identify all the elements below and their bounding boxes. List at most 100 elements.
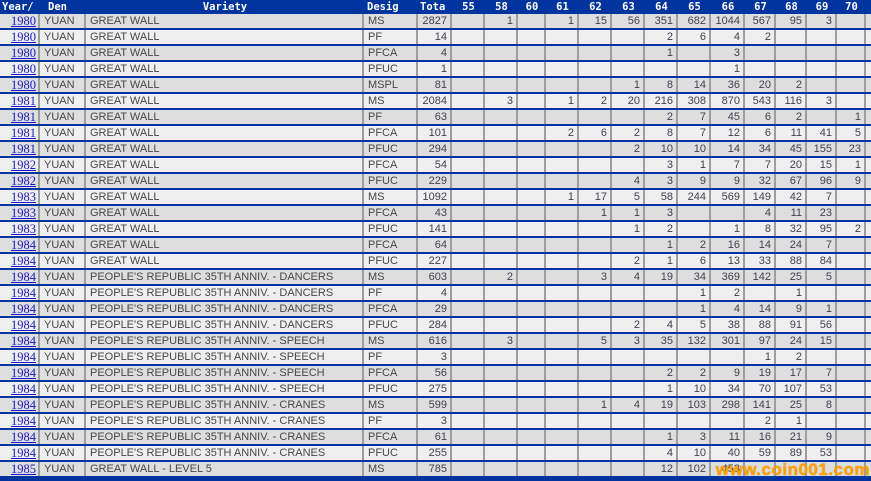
grade-cell [837,334,866,348]
total-cell: 141 [418,222,452,236]
year-link[interactable]: 1984 [11,286,36,300]
grade-cell [837,462,866,476]
grade-cell [837,270,866,284]
year-link[interactable]: 1984 [11,318,36,332]
grade-cell [518,222,546,236]
year-cell: 1984 [0,414,40,428]
grade-cell [678,350,711,364]
year-link[interactable]: 1984 [11,366,36,380]
row-edge-spacer [866,78,871,92]
grade-cell [485,142,518,156]
grade-cell [807,462,837,476]
year-cell: 1984 [0,430,40,444]
year-link[interactable]: 1982 [11,158,36,172]
year-link[interactable]: 1982 [11,174,36,188]
column-header: 61 [556,1,569,13]
year-link[interactable]: 1983 [11,222,36,236]
year-link[interactable]: 1984 [11,334,36,348]
grade-cell [485,254,518,268]
year-cell: 1984 [0,318,40,332]
year-link[interactable]: 1984 [11,446,36,460]
row-edge-spacer [866,254,871,268]
year-link[interactable]: 1984 [11,350,36,364]
table-row: 1982 YUAN GREAT WALL PFUC 229 4 3 9 9 32 67 96 9 [0,174,871,190]
year-cell: 1981 [0,110,40,124]
grade-cell [546,206,579,220]
desig-cell: PFUC [364,222,418,236]
year-link[interactable]: 1980 [11,30,36,44]
year-link[interactable]: 1983 [11,206,36,220]
grade-cell [579,142,612,156]
grade-cell: 88 [776,254,807,268]
variety-cell: GREAT WALL [86,126,364,140]
row-edge-spacer [866,382,871,396]
grade-cell: 7 [678,110,711,124]
grade-cell: 1 [837,158,866,172]
grade-cell: 3 [485,334,518,348]
year-link[interactable]: 1980 [11,78,36,92]
table-row: 1983 YUAN GREAT WALL PFUC 141 1 2 1 8 32 95 2 [0,222,871,238]
grade-cell [546,382,579,396]
year-link[interactable]: 1980 [11,62,36,76]
grade-cell [837,14,866,28]
column-header: Den [48,1,67,13]
grade-cell: 1 [579,398,612,412]
grade-cell: 3 [645,158,678,172]
year-link[interactable]: 1981 [11,126,36,140]
year-link[interactable]: 1985 [11,462,36,476]
year-link[interactable]: 1984 [11,414,36,428]
grade-cell: 1 [645,238,678,252]
grade-cell [485,350,518,364]
grade-cell [579,366,612,380]
row-edge-spacer [866,366,871,380]
grade-cell [837,430,866,444]
grade-cell [776,46,807,60]
grade-cell: 9 [711,174,745,188]
grade-cell: 103 [678,398,711,412]
grade-cell: 2 [776,350,807,364]
grade-cell: 3 [579,270,612,284]
grade-cell: 10 [678,382,711,396]
year-link[interactable]: 1984 [11,398,36,412]
grade-cell: 1 [645,46,678,60]
grade-cell [612,430,645,444]
grade-cell: 155 [807,142,837,156]
year-link[interactable]: 1984 [11,382,36,396]
grade-cell: 369 [711,270,745,284]
grade-cell [452,126,485,140]
variety-cell: GREAT WALL [86,46,364,60]
year-link[interactable]: 1981 [11,110,36,124]
total-cell: 3 [418,414,452,428]
year-link[interactable]: 1984 [11,254,36,268]
year-link[interactable]: 1981 [11,142,36,156]
grade-cell: 42 [776,190,807,204]
year-link[interactable]: 1984 [11,238,36,252]
year-link[interactable]: 1980 [11,14,36,28]
variety-cell: GREAT WALL [86,14,364,28]
grade-cell: 9 [776,302,807,316]
grade-cell: 14 [745,302,776,316]
year-link[interactable]: 1984 [11,430,36,444]
grade-cell [452,14,485,28]
grade-cell [579,382,612,396]
grade-cell [579,222,612,236]
grade-cell [452,238,485,252]
total-cell: 616 [418,334,452,348]
grade-cell [485,222,518,236]
den-cell: YUAN [40,126,86,140]
grade-cell: 34 [711,382,745,396]
grade-cell: 1 [612,206,645,220]
desig-cell: MS [364,398,418,412]
grade-cell: 14 [711,142,745,156]
year-link[interactable]: 1984 [11,302,36,316]
year-link[interactable]: 1980 [11,46,36,60]
year-link[interactable]: 1983 [11,190,36,204]
grade-cell: 2 [711,286,745,300]
year-link[interactable]: 1984 [11,270,36,284]
grade-cell: 3 [807,94,837,108]
table-row: 1984 YUAN PEOPLE'S REPUBLIC 35TH ANNIV. - … [0,318,871,334]
grade-cell [518,334,546,348]
year-link[interactable]: 1981 [11,94,36,108]
grade-cell: 40 [711,446,745,460]
grade-cell [518,462,546,476]
